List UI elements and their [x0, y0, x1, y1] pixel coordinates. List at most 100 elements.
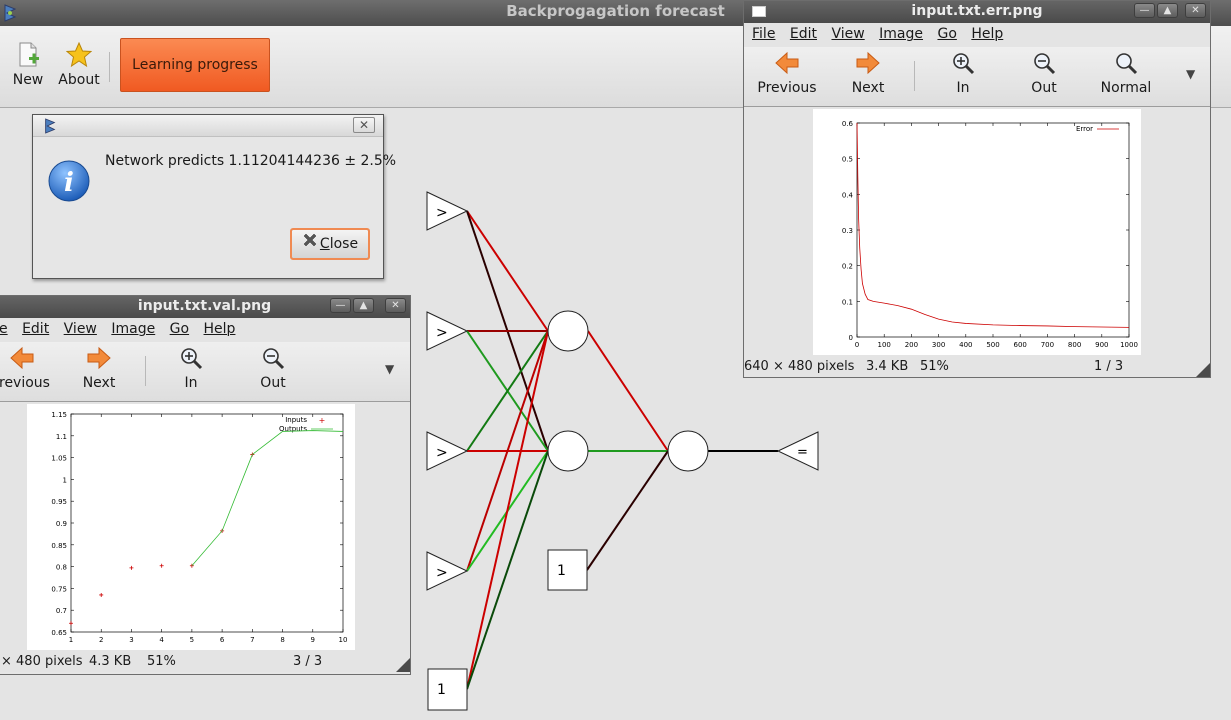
maximize-icon[interactable]: ▲	[353, 298, 374, 313]
y-tick-label: 0	[849, 334, 853, 342]
resize-grip[interactable]	[396, 658, 410, 672]
err-viewer-titlebar: input.txt.err.png — ▲ ✕	[744, 1, 1210, 23]
y-tick-label: 1.05	[51, 455, 67, 463]
hidden-neuron[interactable]	[548, 311, 588, 351]
legend-swatch: +	[319, 416, 326, 425]
previous-button[interactable]: revious	[0, 346, 45, 391]
menu-help[interactable]: Help	[971, 26, 1003, 42]
zoom-out-button[interactable]: Out	[257, 346, 289, 391]
menu-file[interactable]: e	[0, 321, 8, 337]
zoom-normal-icon	[1114, 51, 1138, 75]
zoom-out-icon	[261, 346, 285, 370]
legend-label: Inputs	[285, 416, 307, 424]
output-neuron[interactable]	[668, 431, 708, 471]
x-tick-label: 300	[932, 341, 945, 349]
x-tick-label: 5	[190, 636, 194, 644]
svg-text:i: i	[64, 168, 74, 198]
x-tick-label: 6	[220, 636, 225, 644]
status-file-size: 3.4 KB	[866, 357, 908, 376]
previous-label: revious	[0, 375, 45, 391]
connection	[467, 451, 548, 689]
maximize-icon[interactable]: ▲	[1157, 3, 1178, 18]
toolbar-overflow-icon[interactable]: ▼	[1186, 67, 1195, 81]
y-tick-label: 0.85	[51, 542, 67, 550]
menu-edit[interactable]: Edit	[790, 26, 817, 42]
menu-go[interactable]: Go	[937, 26, 956, 42]
err-viewer-title: input.txt.err.png	[911, 3, 1042, 19]
err-image-viewer: input.txt.err.png — ▲ ✕ File Edit View I…	[743, 0, 1211, 378]
y-tick-label: 0.7	[56, 607, 67, 615]
x-tick-label: 8	[280, 636, 284, 644]
zoom-out-label: Out	[1028, 80, 1060, 96]
zoom-in-button[interactable]: In	[176, 346, 206, 391]
connection	[467, 211, 548, 331]
connection	[467, 331, 548, 689]
minimize-icon[interactable]: —	[1134, 3, 1155, 18]
close-window-icon[interactable]: ✕	[385, 298, 406, 313]
menu-edit[interactable]: Edit	[22, 321, 49, 337]
y-tick-label: 0.1	[842, 298, 853, 306]
x-tick-label: 500	[986, 341, 999, 349]
minimize-icon[interactable]: —	[330, 298, 351, 313]
y-tick-label: 1.15	[51, 411, 67, 419]
status-image-size: × 480 pixels	[1, 652, 83, 671]
menu-view[interactable]: View	[831, 26, 864, 42]
y-tick-label: 0.3	[842, 227, 853, 235]
info-message: Network predicts 1.11204144236 ± 2.5%	[105, 153, 396, 169]
menu-file[interactable]: File	[752, 26, 775, 42]
x-tick-label: 600	[1014, 341, 1027, 349]
menu-view[interactable]: View	[64, 321, 97, 337]
status-page: 1 / 3	[1094, 357, 1123, 376]
menu-go[interactable]: Go	[170, 321, 189, 337]
toolbar-separator	[145, 356, 146, 386]
input-nodes: > > > >	[427, 192, 467, 590]
resize-grip[interactable]	[1196, 363, 1210, 377]
dialog-titlebar: ✕	[33, 115, 383, 137]
val-viewer-statusbar: × 480 pixels 4.3 KB 51% 3 / 3	[0, 652, 410, 672]
err-viewer-toolbar: Previous Next In Out Normal ▼	[744, 47, 1210, 107]
arrow-right-icon	[855, 51, 881, 75]
connection	[588, 331, 668, 451]
x-tick-label: 4	[159, 636, 164, 644]
output-node-label: =	[797, 445, 808, 460]
next-label: Next	[848, 80, 888, 96]
zoom-in-label: In	[176, 375, 206, 391]
y-tick-label: 0.4	[842, 191, 854, 199]
arrow-right-icon	[86, 346, 112, 370]
bias-node[interactable]	[428, 669, 467, 710]
zoom-in-icon	[951, 51, 975, 75]
next-button[interactable]: Next	[79, 346, 119, 391]
x-tick-label: 800	[1068, 341, 1081, 349]
y-tick-label: 1.1	[56, 433, 67, 441]
input-node-label: >	[436, 205, 448, 221]
zoom-out-icon	[1032, 51, 1056, 75]
previous-label: Previous	[756, 80, 818, 96]
image-icon	[752, 6, 766, 17]
x-tick-label: 700	[1041, 341, 1054, 349]
hidden-neuron[interactable]	[548, 431, 588, 471]
status-page: 3 / 3	[293, 652, 322, 671]
bias-node[interactable]	[548, 550, 587, 590]
zoom-normal-button[interactable]: Normal	[1098, 51, 1154, 96]
toolbar-overflow-icon[interactable]: ▼	[385, 362, 394, 376]
arrow-left-icon	[774, 51, 800, 75]
next-button[interactable]: Next	[848, 51, 888, 96]
close-window-icon[interactable]: ✕	[1185, 3, 1206, 18]
dialog-close-icon[interactable]: ✕	[353, 117, 375, 133]
y-tick-label: 0.95	[51, 498, 67, 506]
zoom-in-button[interactable]: In	[948, 51, 978, 96]
close-button-label: lose	[330, 236, 358, 252]
menu-image[interactable]: Image	[111, 321, 155, 337]
val-viewer-toolbar: revious Next In Out ▼	[0, 342, 410, 402]
menu-help[interactable]: Help	[204, 321, 236, 337]
zoom-in-icon	[179, 346, 203, 370]
close-button[interactable]: Close	[291, 229, 369, 259]
x-tick-label: 1	[69, 636, 73, 644]
zoom-out-button[interactable]: Out	[1028, 51, 1060, 96]
menu-image[interactable]: Image	[879, 26, 923, 42]
x-tick-label: 7	[250, 636, 254, 644]
close-mnemonic: C	[320, 236, 330, 252]
info-icon: i	[47, 159, 91, 207]
previous-button[interactable]: Previous	[756, 51, 818, 96]
status-image-size: 640 × 480 pixels	[744, 357, 854, 376]
